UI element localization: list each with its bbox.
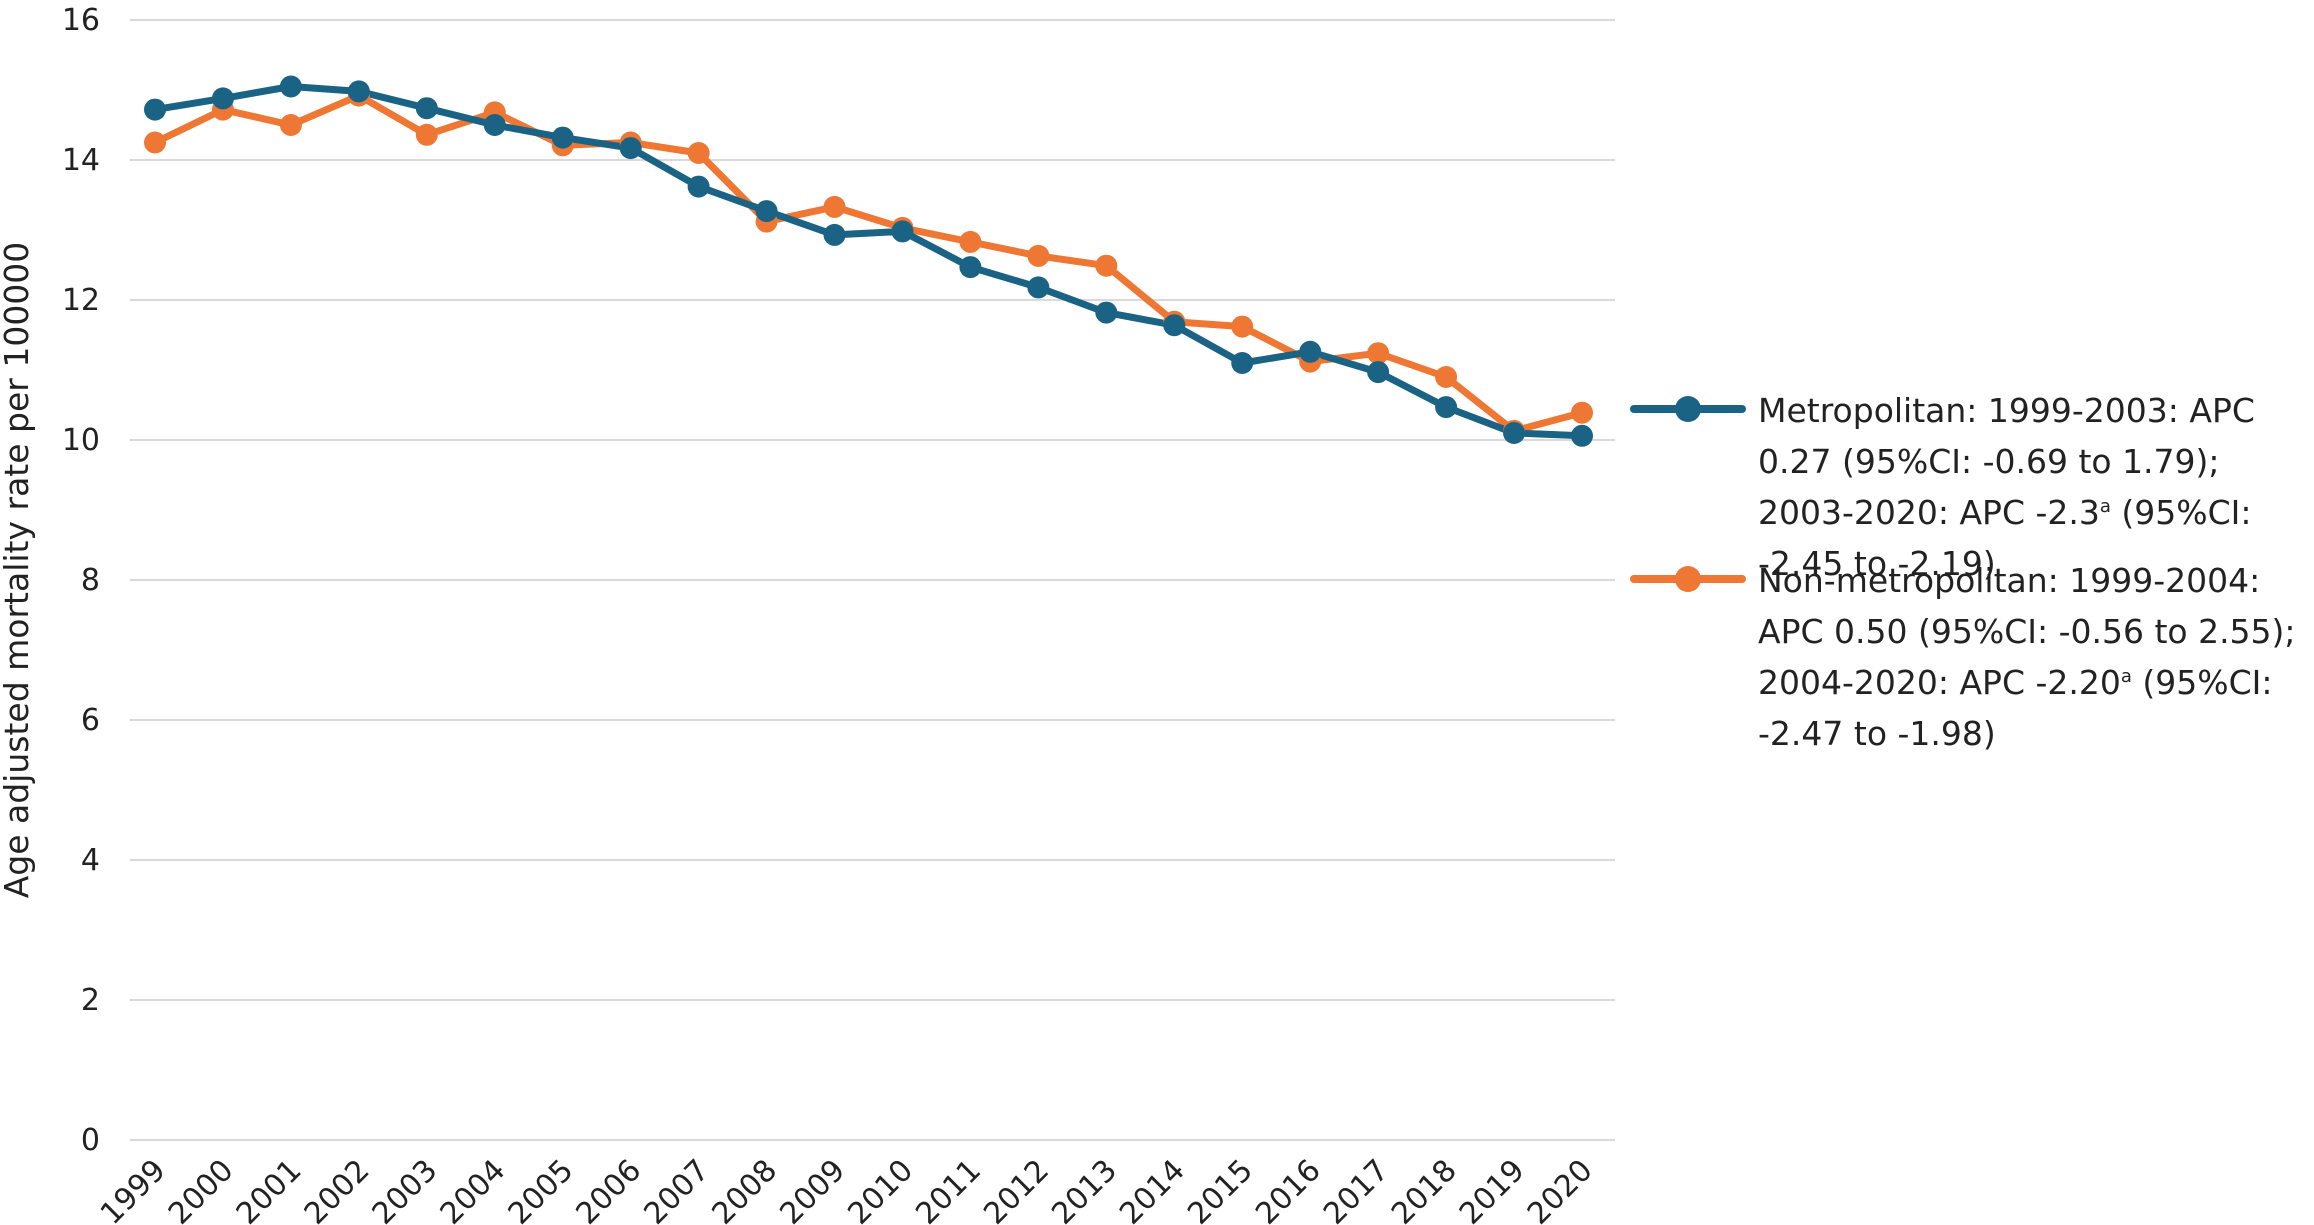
data-point [415, 97, 438, 120]
data-point [415, 123, 438, 146]
x-tick-label: 2019 [1453, 1153, 1532, 1225]
data-point [1503, 422, 1526, 444]
data-point [1163, 314, 1186, 337]
data-point [1435, 366, 1458, 388]
x-tick-label: 2013 [1045, 1153, 1124, 1225]
data-point [823, 195, 846, 218]
x-tick-label: 2012 [977, 1153, 1056, 1225]
data-point [1571, 401, 1593, 424]
x-tick-label: 2014 [1113, 1153, 1192, 1225]
series-line-1 [151, 92, 1586, 435]
data-point [959, 230, 982, 253]
x-tick-label: 2005 [502, 1153, 581, 1225]
legend-label-superscript: a [2120, 666, 2132, 687]
legend-marker [1630, 396, 1746, 422]
data-point [1299, 340, 1322, 363]
data-point [1095, 254, 1118, 277]
data-point [687, 142, 710, 164]
y-tick-label: 0 [81, 1123, 100, 1158]
data-point [1027, 276, 1050, 299]
y-tick-label: 4 [81, 843, 100, 878]
x-tick-label: 2017 [1317, 1153, 1396, 1225]
y-tick-label: 2 [81, 983, 100, 1018]
x-tick-label: 2011 [909, 1153, 988, 1225]
x-tick-label: 2002 [298, 1153, 377, 1225]
x-tick-label: 2010 [841, 1153, 920, 1225]
data-point [483, 114, 506, 136]
legend-dot [1675, 396, 1701, 422]
data-point [823, 223, 846, 246]
x-axis-ticks: 1999200020012002200320042005200620072008… [94, 1153, 1600, 1225]
series-lines [151, 83, 1586, 440]
x-tick-label: 2003 [366, 1153, 445, 1225]
y-tick-label: 16 [62, 3, 100, 38]
y-tick-label: 8 [81, 563, 100, 598]
legend-label: Non-metropolitan: 1999-2004: APC 0.50 (9… [1758, 555, 2314, 759]
y-axis-label: Age adjusted mortality rate per 100000 [0, 242, 36, 899]
y-tick-label: 10 [62, 423, 100, 458]
data-point [1231, 315, 1254, 338]
series-points [144, 75, 1593, 447]
data-point [959, 256, 982, 279]
data-point [279, 114, 302, 136]
data-point [347, 80, 370, 103]
data-point [1027, 244, 1050, 267]
x-tick-label: 2007 [638, 1153, 717, 1225]
data-point [144, 131, 166, 154]
data-point [551, 126, 574, 149]
y-tick-label: 14 [62, 143, 100, 178]
y-tick-label: 12 [62, 283, 100, 318]
legend-label-main: Metropolitan: 1999-2003: APC 0.27 (95%CI… [1758, 391, 2255, 532]
gridlines [130, 19, 1615, 1141]
data-point [891, 220, 914, 243]
x-tick-label: 2006 [570, 1153, 649, 1225]
data-point [211, 87, 234, 110]
data-point [279, 75, 302, 98]
data-point [1435, 396, 1458, 419]
data-point [1571, 424, 1593, 447]
x-tick-label: 2009 [773, 1153, 852, 1225]
data-point [144, 98, 166, 121]
legend-marker [1630, 566, 1746, 592]
legend-label-tail: (95%CI: -2.45 to -2.19) [1758, 493, 2252, 583]
data-point [619, 137, 642, 160]
x-tick-label: 2015 [1181, 1153, 1260, 1225]
x-tick-label: 2018 [1385, 1153, 1464, 1225]
x-tick-label: 2004 [434, 1153, 513, 1225]
x-tick-label: 2000 [162, 1153, 241, 1225]
x-tick-label: 1999 [94, 1153, 173, 1225]
data-point [1367, 342, 1390, 365]
legend-label-tail: (95%CI: -2.47 to -1.98) [1758, 663, 2273, 753]
legend-dot [1675, 566, 1701, 592]
y-tick-label: 6 [81, 703, 100, 738]
y-axis-ticks: 0 2 4 6 8 10 12 14 16 [62, 3, 100, 1158]
legend-label: Metropolitan: 1999-2003: APC 0.27 (95%CI… [1758, 385, 2314, 589]
legend-label-superscript: a [2099, 496, 2111, 517]
legend-label-main: Non-metropolitan: 1999-2004: APC 0.50 (9… [1758, 561, 2296, 702]
x-tick-label: 2008 [705, 1153, 784, 1225]
data-point [1231, 352, 1254, 374]
x-tick-label: 2001 [230, 1153, 309, 1225]
x-tick-label: 2016 [1249, 1153, 1328, 1225]
data-point [1367, 361, 1390, 384]
data-point [687, 175, 710, 198]
series-line-0 [151, 83, 1586, 440]
x-tick-label: 2020 [1521, 1153, 1600, 1225]
data-point [1095, 301, 1118, 324]
data-point [755, 200, 778, 223]
